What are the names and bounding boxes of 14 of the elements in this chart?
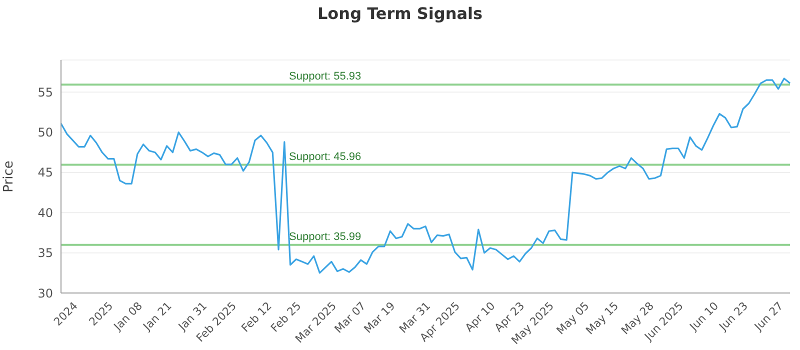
x-tick-label: Jun 27: [751, 299, 786, 334]
x-tick-label: Jan 21: [140, 299, 174, 334]
ref-line-label: Support: 35.99: [289, 230, 362, 243]
y-tick-label: 30: [38, 286, 53, 300]
ref-line-label: Support: 45.96: [289, 150, 362, 163]
x-tick-label: Jun 23: [716, 299, 750, 334]
y-tick-label: 50: [38, 126, 53, 140]
ref-line-label: Support: 55.93: [289, 70, 362, 83]
y-tick-label: 55: [38, 85, 53, 100]
chart-title: Long Term Signals: [316, 4, 484, 23]
y-tick-label: 35: [38, 246, 53, 260]
y-tick-label: 45: [38, 166, 53, 180]
y-axis-title: Price: [2, 160, 17, 192]
y-tick-label: 40: [38, 206, 53, 220]
